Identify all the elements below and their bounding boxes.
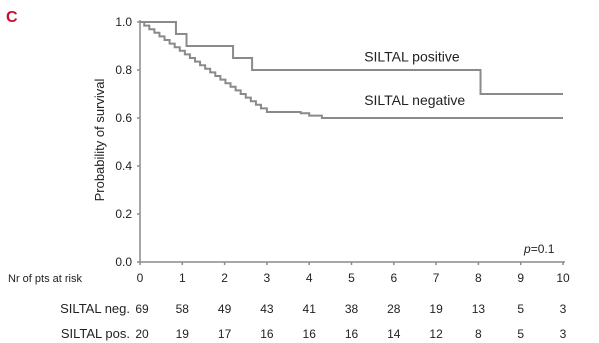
y-tick-label: 0.8 [115, 63, 132, 77]
risk-row-label: SILTAL neg. [60, 301, 130, 316]
risk-value: 3 [560, 327, 567, 341]
y-tick-label: 0.4 [115, 159, 132, 173]
risk-value: 14 [387, 327, 401, 341]
risk-value: 41 [303, 302, 317, 316]
x-tick-label: 6 [390, 271, 397, 285]
series-label-positive: SILTAL positive [364, 49, 460, 65]
risk-value: 3 [560, 302, 567, 316]
risk-value: 49 [218, 302, 232, 316]
risk-value: 20 [135, 327, 149, 341]
p-value-number: =0.1 [531, 242, 555, 256]
panel-letter: C [6, 9, 18, 26]
y-tick-label: 0.6 [115, 111, 132, 125]
x-tick-label: 7 [433, 271, 440, 285]
risk-value: 16 [260, 327, 274, 341]
x-tick-label: 1 [179, 271, 186, 285]
risk-value: 69 [135, 302, 149, 316]
x-tick-label: 10 [556, 271, 570, 285]
risk-value: 5 [517, 302, 524, 316]
risk-value: 38 [345, 302, 359, 316]
series-label-negative: SILTAL negative [364, 92, 465, 108]
risk-value: 19 [176, 327, 190, 341]
survival-curve-negative [140, 21, 563, 119]
y-tick-label: 0.2 [115, 207, 132, 221]
risk-value: 16 [345, 327, 359, 341]
chart-axes [139, 20, 565, 263]
x-tick-label: 3 [264, 271, 271, 285]
risk-value: 43 [260, 302, 274, 316]
x-tick-label: 2 [221, 271, 228, 285]
p-value-symbol: p [523, 242, 531, 256]
y-axis-title: Probability of survival [92, 78, 107, 201]
risk-value: 16 [303, 327, 317, 341]
x-tick-label: 9 [517, 271, 524, 285]
risk-value: 8 [475, 327, 482, 341]
risk-value: 13 [472, 302, 486, 316]
risk-value: 17 [218, 327, 232, 341]
series-annotations: SILTAL positive SILTAL negative [364, 49, 465, 108]
risk-value: 28 [387, 302, 401, 316]
p-value-label: p=0.1 [523, 242, 555, 256]
risk-value: 58 [176, 302, 190, 316]
survival-curves [140, 21, 563, 119]
x-tick-label: 5 [348, 271, 355, 285]
survival-curve-positive [140, 21, 563, 95]
y-tick-label: 1.0 [115, 15, 132, 29]
y-tick-label: 0.0 [115, 255, 132, 269]
x-tick-label: 8 [475, 271, 482, 285]
risk-value: 5 [517, 327, 524, 341]
risk-table-header: Nr of pts at risk [8, 273, 82, 285]
x-tick-label: 0 [137, 271, 144, 285]
risk-row-label: SILTAL pos. [61, 326, 130, 341]
x-axis-tick-labels: 0 1 2 3 4 5 6 7 8 9 10 [137, 262, 570, 285]
risk-value: 19 [429, 302, 443, 316]
x-tick-label: 4 [306, 271, 313, 285]
risk-value: 12 [429, 327, 443, 341]
y-axis-ticks: 0.0 0.2 0.4 0.6 0.8 1.0 [115, 15, 140, 269]
